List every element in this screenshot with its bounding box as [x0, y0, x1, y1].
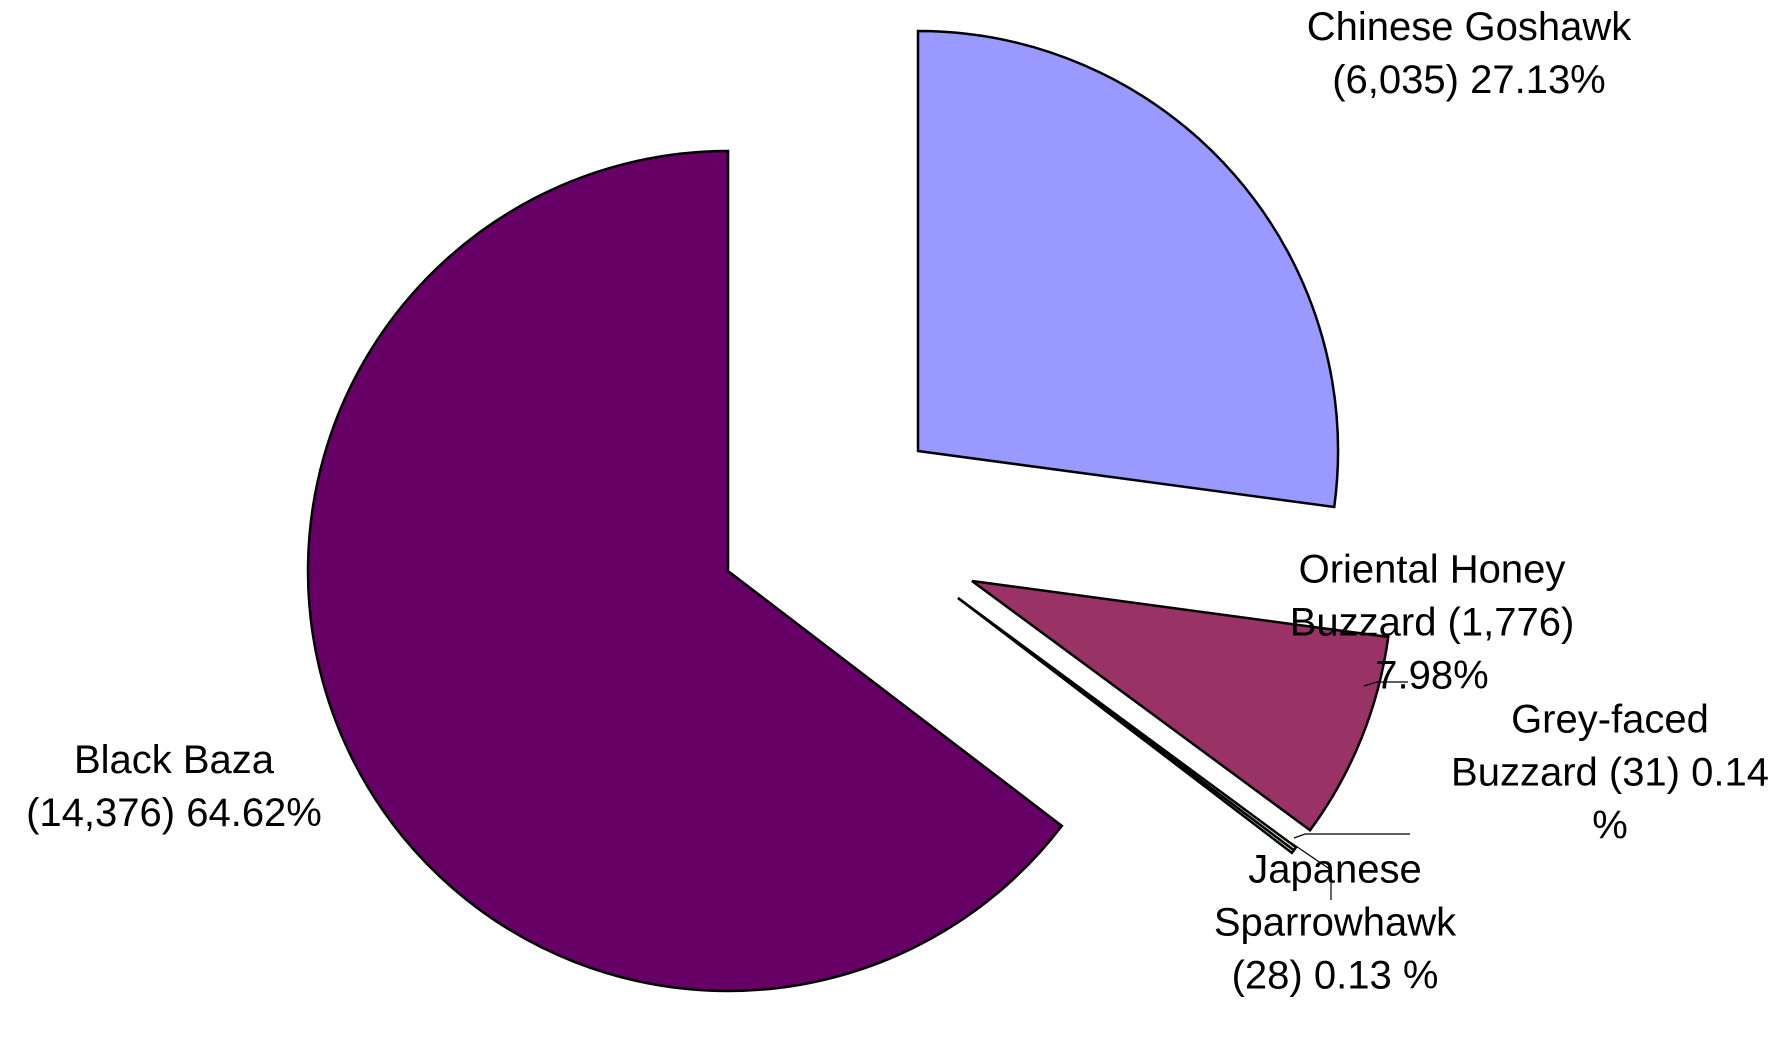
label-line: (6,035) 27.13%	[1332, 58, 1606, 102]
label-grey-faced-buzzard: Grey-faced Buzzard (31) 0.14%	[1451, 698, 1769, 848]
label-line: Buzzard (31) 0.14	[1451, 751, 1769, 795]
label-line: (28) 0.13 %	[1232, 954, 1439, 998]
leader-line-grey-faced-buzzard	[1293, 833, 1410, 839]
slice-black-baza	[306, 149, 1064, 993]
label-chinese-goshawk: Chinese Goshawk (6,035) 27.13%	[1307, 5, 1633, 102]
label-line: Grey-faced	[1511, 698, 1709, 742]
label-oriental-honey-buzzard: Oriental Honey Buzzard (1,776) 7.98%	[1290, 548, 1575, 698]
leader-line-japanese-sparrowhawk	[1289, 841, 1332, 900]
label-line: Oriental Honey	[1299, 548, 1566, 592]
label-line: Black Baza	[74, 738, 275, 782]
label-japanese-sparrowhawk: Japanese Sparrowhawk (28) 0.13 %	[1214, 848, 1457, 998]
label-line: Chinese Goshawk	[1307, 5, 1633, 49]
label-line: Japanese	[1248, 848, 1421, 892]
label-line: (14,376) 64.62%	[26, 791, 322, 835]
label-line: Sparrowhawk	[1214, 901, 1457, 945]
pie-slices	[306, 29, 1390, 993]
slice-chinese-goshawk	[916, 29, 1340, 509]
leader-lines	[1289, 681, 1410, 900]
slice-oriental-honey-buzzard	[971, 579, 1390, 832]
slice-japanese-sparrowhawk	[957, 597, 1296, 855]
label-black-baza: Black Baza (14,376) 64.62%	[26, 738, 322, 835]
slice-labels: Chinese Goshawk (6,035) 27.13% Oriental Ho…	[26, 5, 1769, 998]
label-line: %	[1592, 804, 1628, 848]
label-line: 7.98%	[1375, 654, 1488, 698]
leader-line-oriental-honey-buzzard	[1363, 681, 1408, 687]
label-line: Buzzard (1,776)	[1290, 601, 1575, 645]
